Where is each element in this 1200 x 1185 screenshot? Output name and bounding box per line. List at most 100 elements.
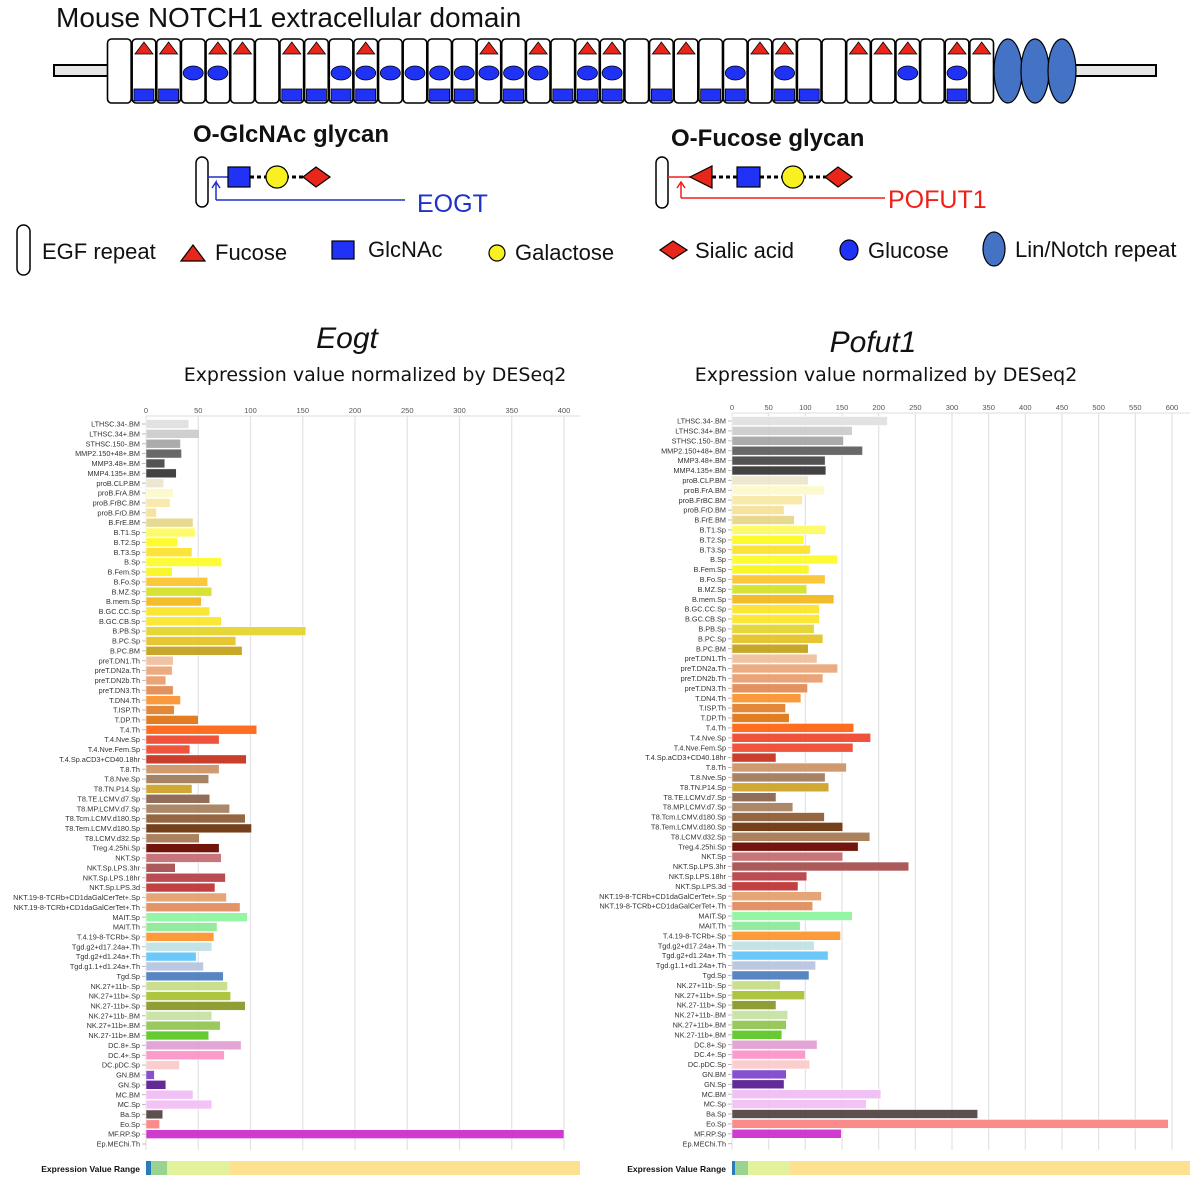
- bar: [145, 803, 230, 814]
- category-label: proB.CLP.BM: [682, 476, 726, 485]
- category-label: T.4.Nve.Fem.Sp: [88, 745, 140, 754]
- fucose-icon: [676, 41, 696, 55]
- expression-range-segment: [748, 1161, 791, 1175]
- category-label: preT.DN3.Th: [685, 684, 726, 693]
- category-label: B.PC.BM: [696, 644, 726, 653]
- category-label: T.4.Nve.Sp: [104, 735, 140, 744]
- legend-egf: EGF repeat: [42, 239, 156, 264]
- bar: [145, 547, 193, 557]
- lin-notch-repeat-icon: [982, 231, 1006, 267]
- bar: [731, 1010, 788, 1020]
- bar: [731, 1030, 783, 1040]
- category-label: NKT.19-8-TCRb+CD1daGalCerTet+.Sp: [13, 893, 140, 902]
- bar: [731, 455, 826, 466]
- category-label: DC.4+.Sp: [694, 1050, 726, 1059]
- sialic-acid-icon: [658, 240, 689, 260]
- category-label: B.T1.Sp: [114, 528, 140, 537]
- category-label: T8.MP.LCMV.d7.Sp: [663, 803, 726, 812]
- bar: [731, 891, 822, 901]
- bar: [731, 871, 808, 882]
- glcnac-icon: [798, 88, 820, 102]
- ofucose-glycan-diagram: O-Fucose glycan POFUT1: [655, 125, 987, 214]
- category-label: NK.27-11b+.Sp: [676, 1001, 726, 1010]
- category-label: B.Fem.Sp: [694, 565, 726, 574]
- fucose-icon: [577, 41, 598, 55]
- bar: [145, 705, 175, 715]
- notch1-domain-diagram: [53, 38, 1157, 104]
- category-label: NK.27-11b+.BM: [88, 1031, 140, 1040]
- bar: [145, 695, 181, 705]
- category-label: DC.4+.Sp: [108, 1051, 140, 1060]
- bar: [731, 1079, 785, 1089]
- bar: [145, 557, 222, 567]
- bar: [731, 1000, 777, 1010]
- bar: [731, 762, 847, 773]
- bar: [731, 554, 838, 565]
- bar: [731, 792, 777, 802]
- category-label: MMP3.48+.BM: [678, 456, 726, 465]
- category-label: B.MZ.Sp: [698, 585, 726, 594]
- legend-sialic: Sialic acid: [695, 238, 794, 263]
- bar: [731, 446, 863, 456]
- category-label: proB.FrD.BM: [97, 508, 140, 517]
- glcnac-icon: [700, 88, 722, 102]
- bar: [145, 843, 220, 853]
- expression-range-segment: [167, 1161, 230, 1175]
- category-label: NK.27-11b+.Sp: [90, 1002, 140, 1011]
- category-label: proB.CLP.BM: [96, 479, 140, 488]
- bar: [145, 981, 228, 991]
- bar: [145, 586, 213, 597]
- bar: [145, 626, 307, 636]
- bar: [145, 932, 215, 942]
- bar: [145, 1011, 213, 1021]
- bar: [731, 693, 802, 703]
- bar: [145, 596, 202, 607]
- category-label: T8.Tcm.LCMV.d180.Sp: [65, 814, 140, 823]
- category-label: T.8.Nve.Sp: [104, 775, 140, 784]
- category-label: T.DP.Th: [115, 715, 140, 724]
- glcnac-icon: [429, 88, 451, 102]
- fucose-icon: [232, 41, 253, 55]
- category-label: DC.pDC.Sp: [688, 1060, 726, 1069]
- category-label: B.T2.Sp: [700, 535, 726, 544]
- category-label: proB.FrD.BM: [683, 506, 726, 515]
- legend-lin-notch: Lin/Notch repeat: [1015, 237, 1176, 262]
- egf-repeat: [155, 38, 182, 104]
- category-label: B.MZ.Sp: [112, 587, 140, 596]
- category-label: NKT.Sp.LPS.3d: [89, 883, 140, 892]
- bar: [145, 715, 199, 725]
- glcnac-icon: [158, 88, 179, 102]
- bar: [145, 764, 220, 774]
- category-label: B.PB.Sp: [698, 625, 726, 634]
- fucose-icon: [479, 41, 499, 55]
- category-label: T.4.Th: [120, 725, 140, 734]
- category-label: B.T3.Sp: [114, 548, 140, 557]
- fucose-icon: [208, 41, 228, 55]
- bar: [145, 971, 224, 982]
- category-label: T.4.Nve.Sp: [690, 733, 726, 742]
- bar: [731, 921, 801, 931]
- legend-galactose: Galactose: [515, 240, 614, 265]
- x-tick-label: 100: [799, 403, 812, 412]
- category-label: B.FrE.BM: [108, 518, 140, 527]
- legend-glucose: Glucose: [868, 238, 949, 263]
- glcnac-icon: [577, 88, 598, 102]
- fucose-icon: [602, 41, 622, 55]
- category-label: B.Fo.Sp: [700, 575, 726, 584]
- bar: [145, 527, 196, 538]
- expression-range-segment: [790, 1161, 1190, 1175]
- category-label: proB.FrA.BM: [98, 489, 140, 498]
- fucose-icon: [281, 41, 302, 55]
- bar: [731, 634, 824, 644]
- bar: [731, 723, 854, 733]
- glucose-icon: [379, 65, 401, 81]
- category-label: Ep.MEChi.Th: [683, 1139, 726, 1148]
- bar: [145, 863, 176, 873]
- glucose-icon: [897, 65, 919, 81]
- category-label: NK.27+11b-.Sp: [90, 982, 140, 991]
- category-label: T8.Tem.LCMV.d180.Sp: [65, 824, 140, 833]
- chart-subtitle-eogt: Expression value normalized by DESeq2: [184, 364, 567, 386]
- bar: [731, 881, 799, 891]
- bar: [145, 873, 226, 883]
- category-label: B.T1.Sp: [700, 526, 726, 535]
